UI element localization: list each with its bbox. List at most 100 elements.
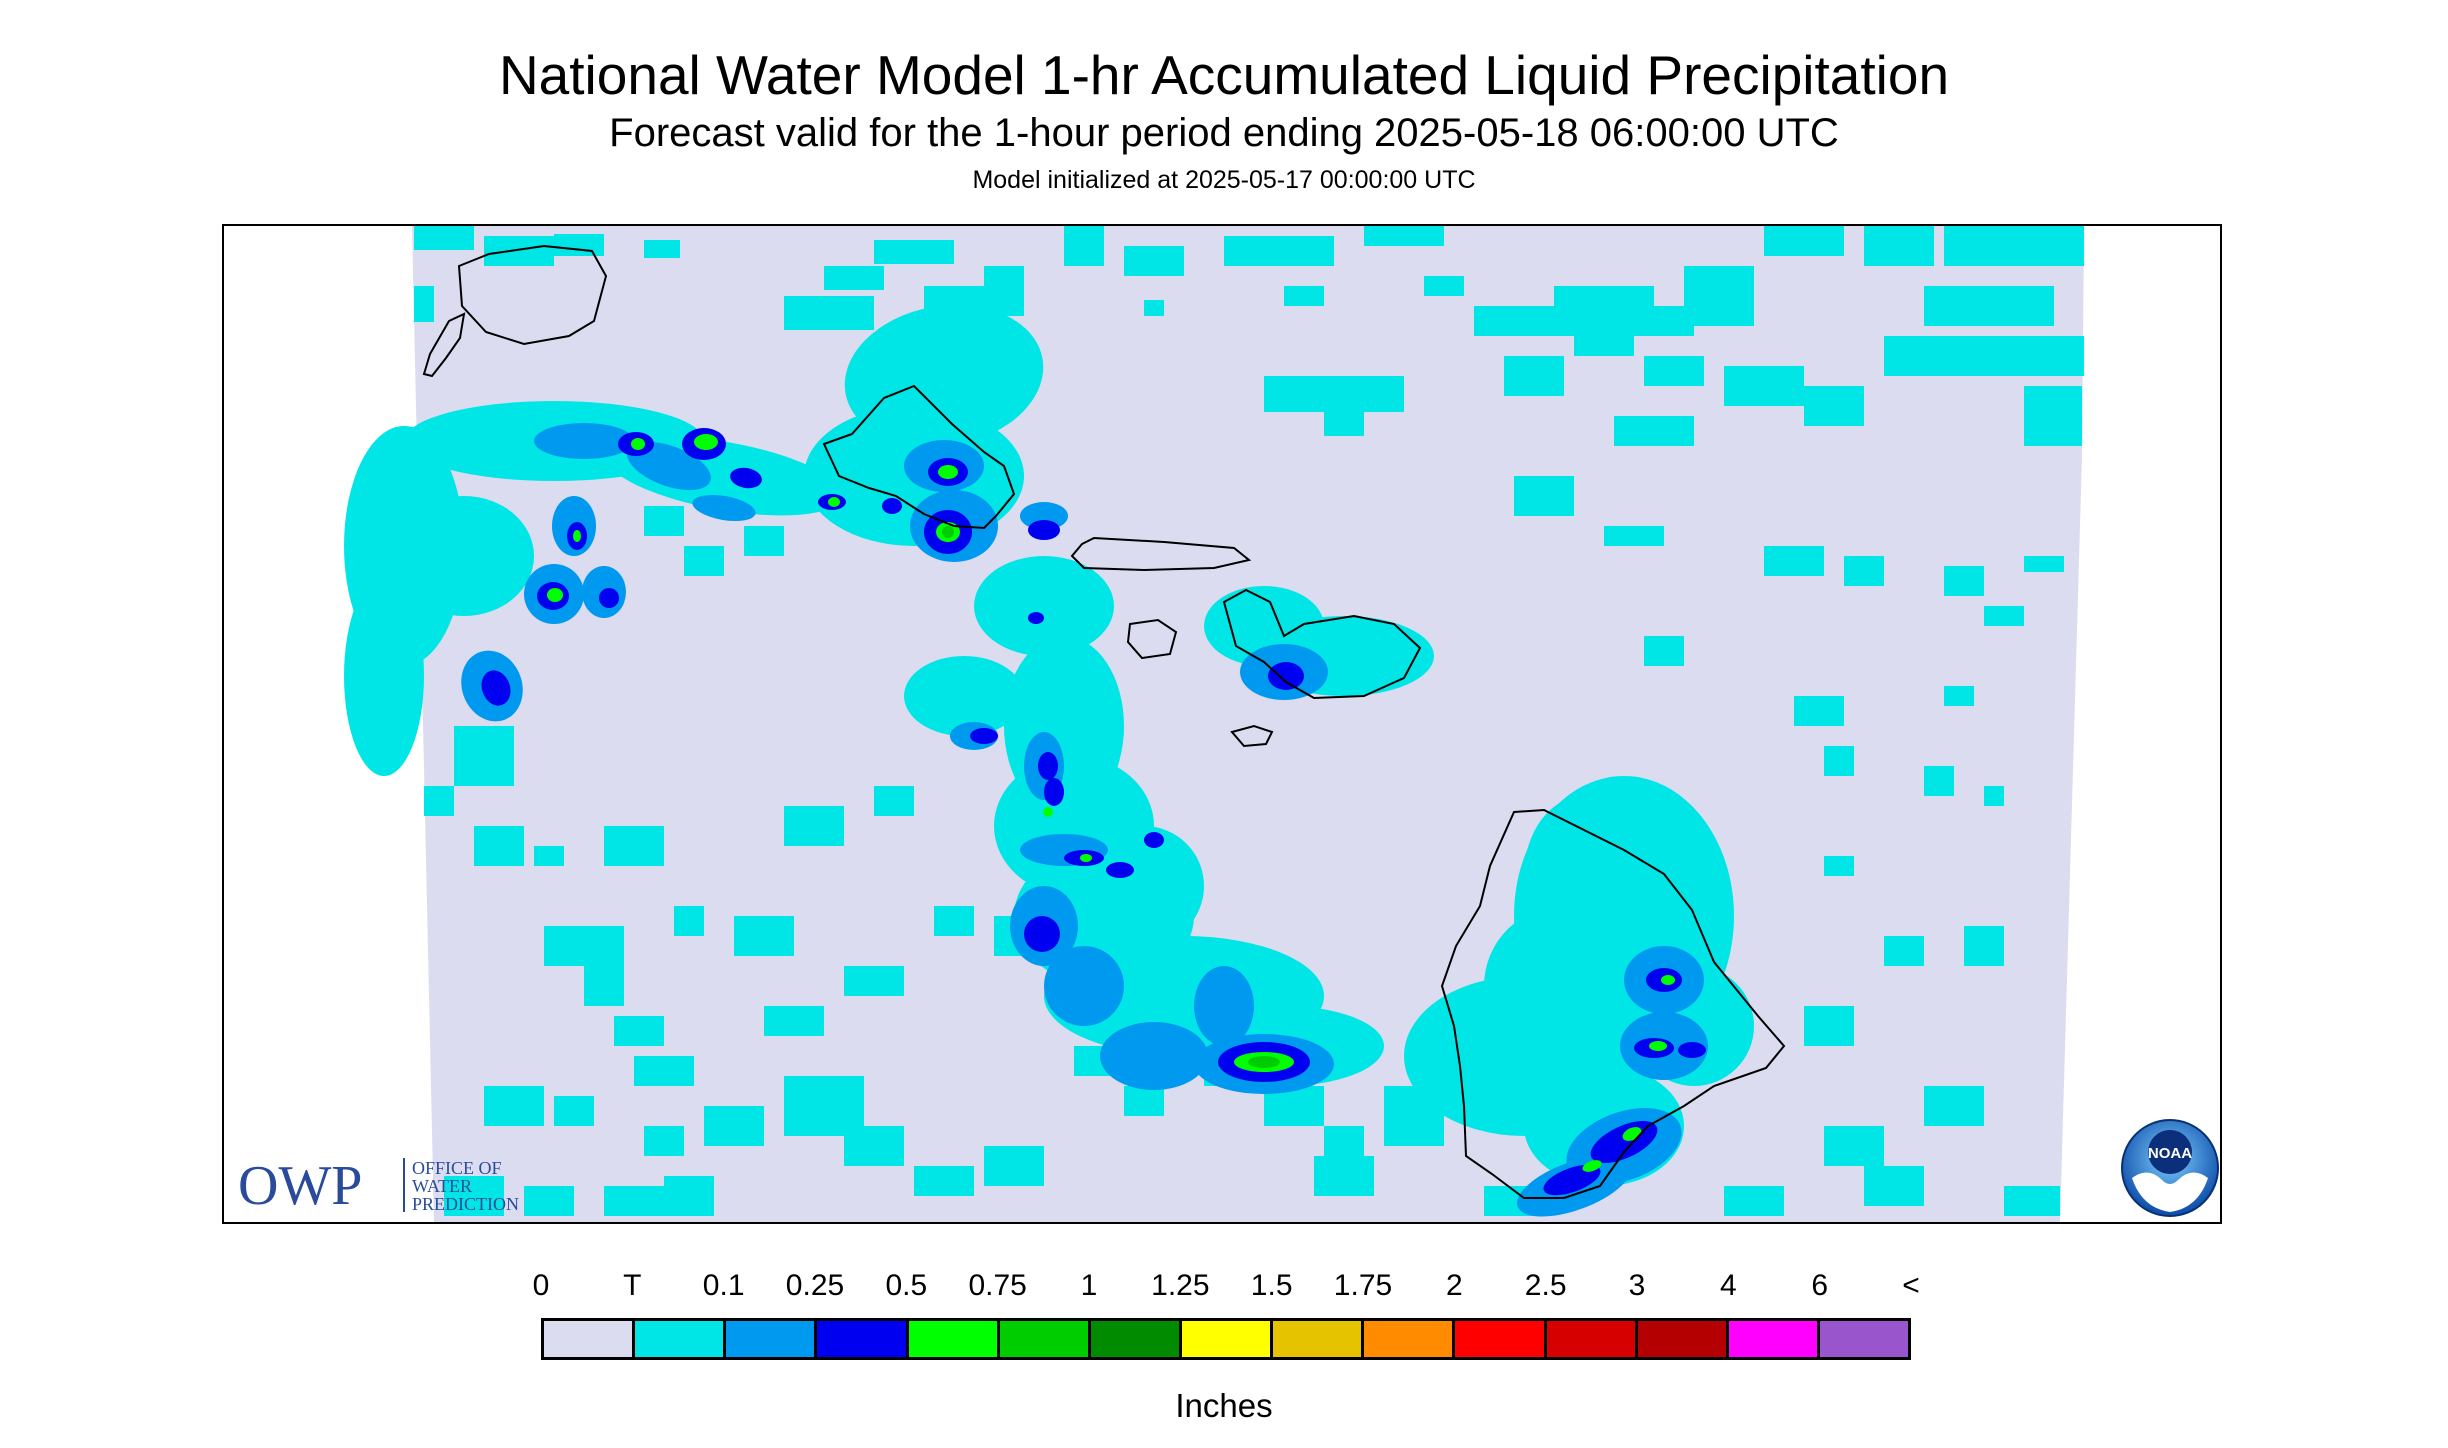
- precip-cell: [874, 786, 914, 816]
- precip-cell: [1944, 566, 1984, 596]
- legend-swatch: [1455, 1321, 1547, 1357]
- precip-cell: [573, 530, 581, 542]
- precip-cell: [1224, 236, 1334, 266]
- precip-cell: [1543, 1164, 1601, 1196]
- precip-cell: [2024, 556, 2064, 572]
- precip-cell: [444, 1176, 504, 1216]
- precip-cell: [970, 728, 998, 744]
- owp-logo-line3: PREDICTION: [412, 1194, 519, 1214]
- coast-kahoolawe: [1230, 724, 1274, 748]
- legend-tick-label: 1: [1080, 1269, 1098, 1302]
- precip-cell: [644, 1126, 684, 1156]
- coast-maui: [1222, 588, 1422, 700]
- legend-swatch: [1819, 1321, 1909, 1357]
- map-canvas: [344, 226, 2084, 1222]
- precip-cell: [484, 1086, 544, 1126]
- precip-cell: [1824, 746, 1854, 776]
- legend-tick-label: 0.25: [785, 1269, 845, 1302]
- owp-logo: OWP OFFICE OF WATER PREDICTION: [236, 1152, 566, 1217]
- precip-cell: [414, 226, 474, 250]
- precip-cell: [692, 494, 756, 522]
- precipitation-map[interactable]: [222, 224, 2222, 1224]
- precip-cell: [1604, 526, 1664, 546]
- precip-cell: [744, 526, 784, 556]
- precip-cell: [1268, 662, 1304, 690]
- precip-cell: [1984, 606, 2024, 626]
- precip-cell: [784, 806, 844, 846]
- precip-cell: [614, 1016, 664, 1046]
- precip-cell: [684, 546, 724, 576]
- precip-cell: [1644, 636, 1684, 666]
- precip-cell: [1084, 826, 1204, 946]
- precip-cell: [1100, 1022, 1208, 1090]
- precip-cell: [1064, 226, 1104, 266]
- precip-cell: [1024, 916, 1060, 952]
- legend-tick-label: T: [623, 1269, 642, 1302]
- precip-cell: [1554, 286, 1654, 310]
- precip-cell: [1144, 832, 1164, 848]
- precip-cell: [904, 656, 1024, 736]
- precip-cell: [1649, 1041, 1667, 1051]
- precip-cell: [484, 236, 554, 266]
- precip-cell: [534, 846, 564, 866]
- legend-tick-label: 3: [1628, 1269, 1646, 1302]
- precip-cell: [1514, 476, 1574, 516]
- legend-swatch: [908, 1321, 1000, 1357]
- legend-tick-label: 0.5: [885, 1269, 928, 1302]
- precip-cell: [664, 1176, 714, 1216]
- precip-cell: [882, 498, 902, 514]
- precip-cell: [1884, 936, 1924, 966]
- precip-cell: [394, 496, 534, 616]
- precip-cell: [844, 304, 1044, 448]
- precip-cell: [1684, 266, 1754, 326]
- coast-hawaii: [1440, 808, 1786, 1199]
- legend-tick-label: 4: [1719, 1269, 1737, 1302]
- precip-cell: [554, 234, 604, 256]
- precip-cell: [914, 1166, 974, 1196]
- precip-cell: [481, 670, 511, 706]
- precip-cell: [1804, 1006, 1854, 1046]
- precip-cell: [424, 786, 454, 816]
- precip-cell: [1038, 752, 1058, 780]
- legend-tick-label: 1.75: [1333, 1269, 1393, 1302]
- legend-swatch: [1090, 1321, 1182, 1357]
- precip-cell: [934, 906, 974, 936]
- legend-swatch: [635, 1321, 727, 1357]
- precip-cell: [1644, 356, 1704, 386]
- precip-cell: [1524, 796, 1644, 956]
- precip-cell: [784, 296, 874, 330]
- precip-cell: [1028, 612, 1044, 624]
- precip-cell: [734, 916, 794, 956]
- precip-cell: [874, 240, 954, 264]
- precip-cell: [604, 826, 664, 866]
- precip-cell: [644, 506, 684, 536]
- noaa-logo-mark: NOAA: [2148, 1145, 2192, 1162]
- precip-cell: [1106, 862, 1134, 878]
- precip-cell: [1794, 696, 1844, 726]
- precip-cell: [344, 576, 424, 776]
- legend-tick-label: <: [1902, 1269, 1920, 1302]
- precip-cell: [1614, 416, 1694, 446]
- precip-cell: [1504, 356, 1564, 396]
- precip-cell: [1804, 386, 1864, 426]
- precip-cell: [1582, 1160, 1602, 1172]
- precip-cell: [2004, 1186, 2060, 1216]
- precip-cell: [1324, 396, 1364, 436]
- legend-swatch: [1546, 1321, 1638, 1357]
- precip-cell: [694, 434, 718, 450]
- legend-tick-label: 1.5: [1250, 1269, 1293, 1302]
- precip-cell: [1964, 926, 2004, 966]
- precip-cell: [524, 1186, 574, 1216]
- coastlines: [422, 244, 1786, 1199]
- precip-cell: [1124, 1086, 1164, 1116]
- precip-cell: [1661, 975, 1675, 985]
- precip-cell: [1284, 286, 1324, 306]
- precip-cell: [1944, 226, 2084, 266]
- legend-swatch: [1637, 1321, 1729, 1357]
- precip-cell: [604, 1186, 664, 1216]
- legend-tick-label: 2.5: [1524, 1269, 1567, 1302]
- legend-swatch: [1181, 1321, 1274, 1357]
- precip-cell: [1324, 1126, 1364, 1156]
- precip-cell: [631, 438, 645, 450]
- precip-cell: [2024, 386, 2082, 446]
